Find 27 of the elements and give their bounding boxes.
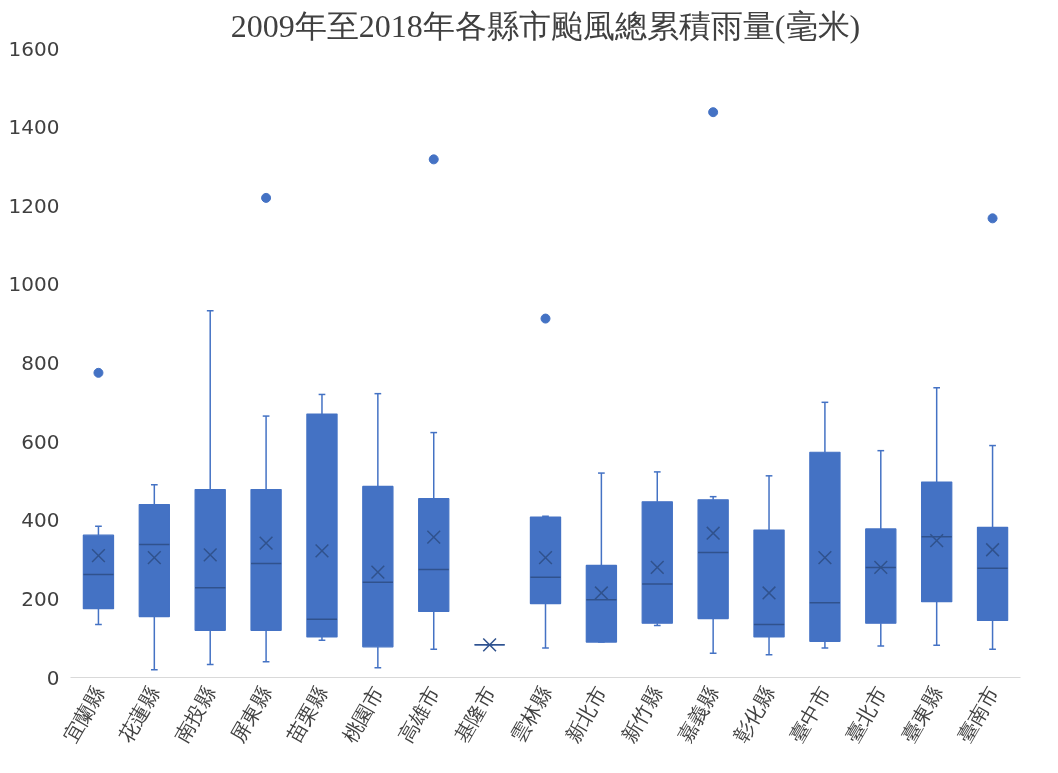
x-tick-label: 苗栗縣 bbox=[281, 682, 333, 747]
y-tick-label: 1200 bbox=[8, 193, 60, 218]
x-tick-label: 臺東縣 bbox=[896, 682, 948, 747]
y-tick-label: 400 bbox=[21, 508, 60, 533]
y-tick-label: 200 bbox=[21, 586, 60, 611]
x-tick-label: 雲林縣 bbox=[505, 682, 556, 747]
x-tick-label: 桃園市 bbox=[337, 682, 389, 747]
x-tick-label: 彰化縣 bbox=[728, 682, 780, 747]
x-tick-label: 臺北市 bbox=[840, 682, 892, 747]
x-tick-label: 嘉義縣 bbox=[672, 682, 724, 747]
x-tick-label: 臺南市 bbox=[952, 682, 1003, 747]
y-tick-label: 1400 bbox=[8, 115, 60, 140]
x-tick-label: 花蓮縣 bbox=[113, 682, 165, 747]
y-tick-label: 1600 bbox=[8, 36, 60, 61]
x-tick-label: 屏東縣 bbox=[225, 682, 277, 747]
chart-title: 2009年至2018年各縣市颱風總累積雨量(毫米) bbox=[230, 7, 861, 44]
y-tick-label: 1000 bbox=[8, 272, 60, 297]
x-tick-label: 高雄市 bbox=[393, 682, 445, 747]
x-tick-label: 新竹縣 bbox=[616, 682, 668, 747]
y-tick-label: 0 bbox=[46, 665, 60, 690]
x-tick-label: 新北市 bbox=[560, 682, 612, 747]
x-tick-label: 南投縣 bbox=[169, 682, 221, 747]
y-tick-label: 800 bbox=[21, 351, 60, 375]
x-tick-label: 臺中市 bbox=[784, 682, 836, 747]
y-tick-label: 600 bbox=[21, 429, 60, 454]
x-tick-label: 基隆市 bbox=[449, 682, 501, 747]
x-tick-label: 宜蘭縣 bbox=[58, 682, 109, 747]
